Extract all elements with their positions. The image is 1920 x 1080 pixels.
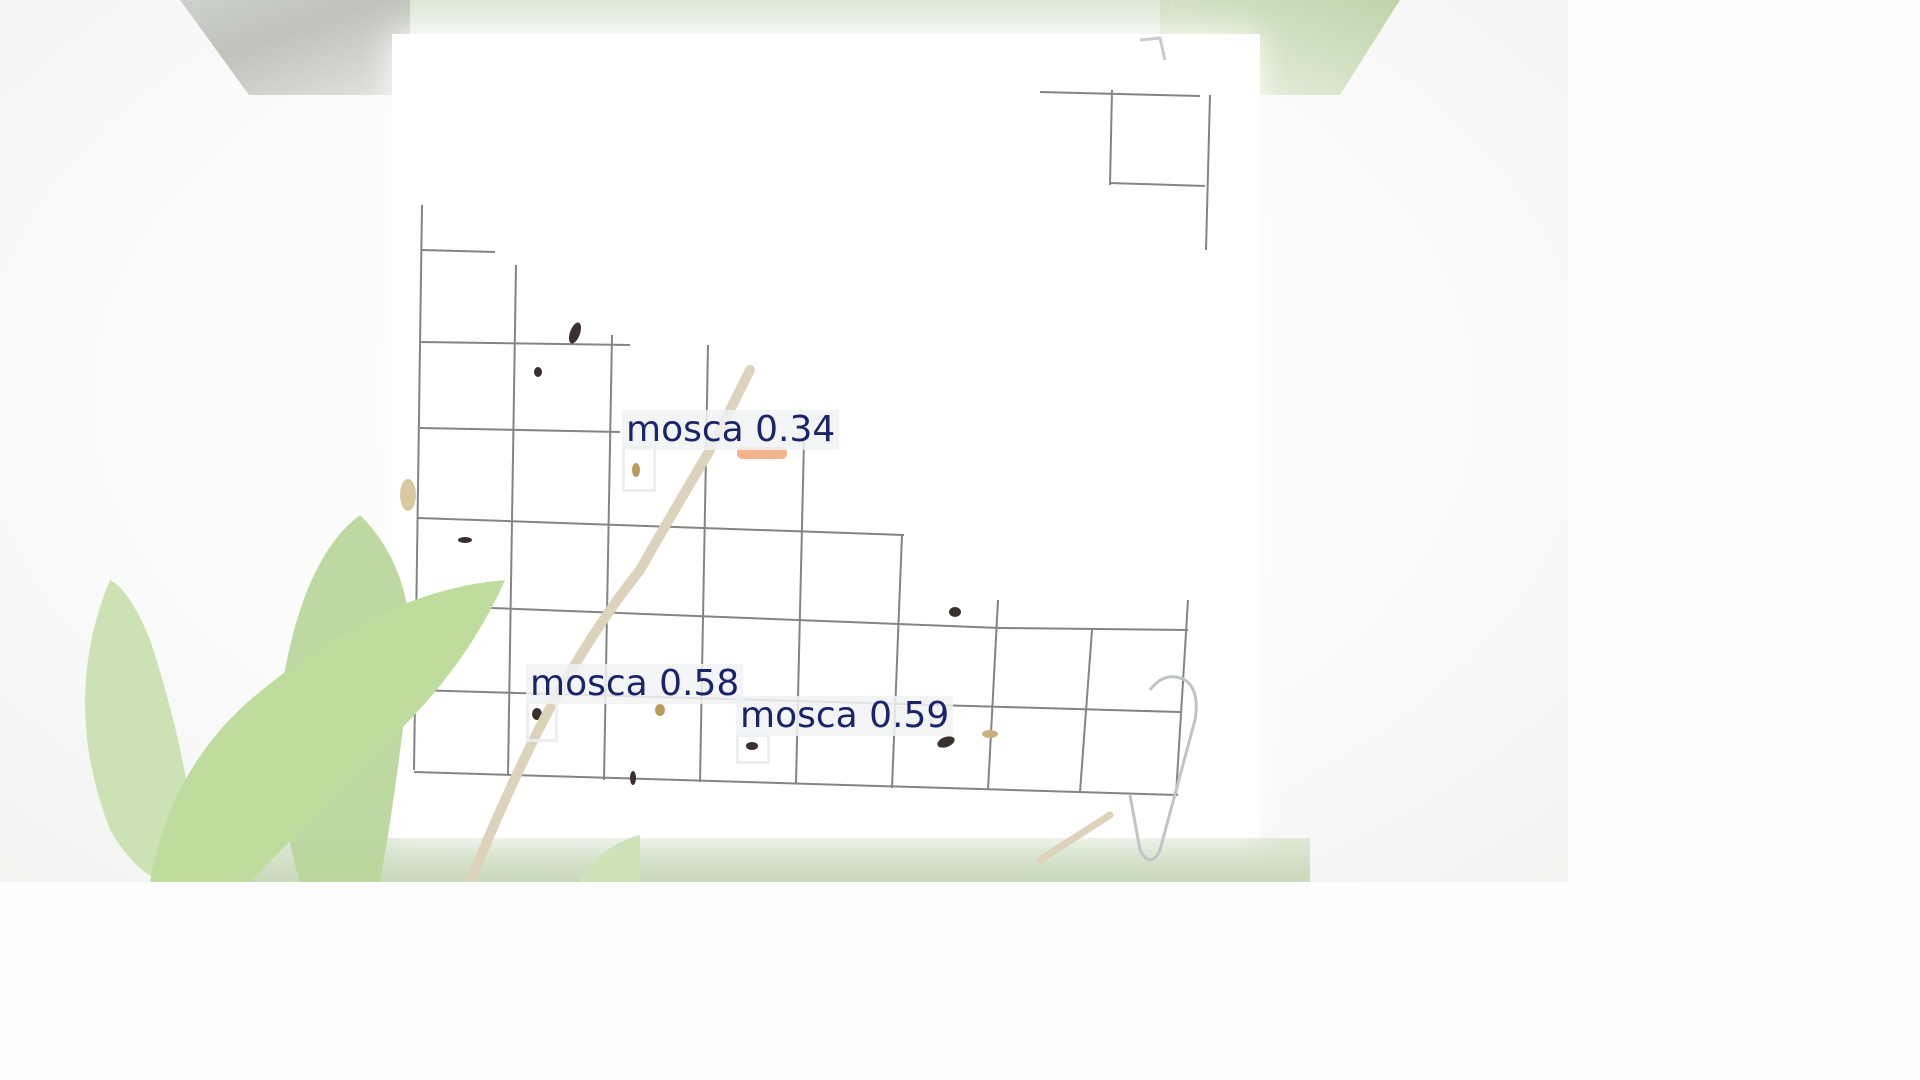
detection-label: mosca 0.34	[622, 410, 840, 450]
insect-speck	[532, 708, 542, 720]
grid-line	[987, 599, 999, 791]
grid-line	[421, 249, 496, 253]
grid-line	[891, 534, 903, 789]
insect-speck	[568, 322, 582, 344]
insect-speck	[534, 367, 542, 377]
detection-box	[736, 734, 770, 764]
captured-insects	[400, 322, 998, 785]
photo-scene: mosca 0.34 mosca 0.58 mosca 0.59	[0, 0, 1568, 882]
olive-leaf	[150, 580, 505, 882]
detection-box	[526, 700, 558, 742]
wire-hook-top	[1139, 36, 1167, 61]
detection-label: mosca 0.58	[526, 664, 744, 704]
grid-line	[415, 604, 1001, 629]
grid-line	[1079, 629, 1093, 793]
insect-speck	[655, 704, 665, 716]
grid-line	[1205, 94, 1211, 251]
grid-line	[507, 264, 517, 776]
insect-speck	[949, 607, 961, 617]
grid-line	[419, 341, 631, 346]
grid-line	[1039, 91, 1201, 97]
background-foliage-top	[410, 0, 1170, 40]
insect-speck	[630, 771, 636, 785]
insect-speck	[458, 537, 472, 543]
insect-speck	[746, 742, 758, 750]
wire-hook	[1128, 675, 1198, 862]
background-foliage-bottom	[250, 838, 1310, 882]
trap-grid	[413, 89, 1211, 796]
insect-speck	[982, 730, 998, 738]
olive-leaf	[580, 835, 640, 882]
grid-line	[1109, 182, 1206, 187]
olive-leaf	[85, 580, 200, 882]
olive-leaves	[85, 515, 640, 882]
grid-line	[999, 627, 1189, 631]
trap-illustration	[85, 36, 1211, 882]
detection-box	[622, 446, 656, 492]
olive-twig-right	[1036, 811, 1114, 864]
detection-label: mosca 0.59	[736, 696, 954, 736]
grid-line	[1109, 89, 1113, 186]
insect-speck	[400, 479, 416, 511]
insect-speck	[632, 463, 640, 477]
grid-line	[413, 771, 1179, 796]
grid-line	[419, 427, 621, 433]
orange-tag	[737, 447, 787, 459]
insect-speck	[937, 736, 955, 748]
grid-line	[603, 334, 613, 781]
grid-line	[1175, 599, 1189, 796]
